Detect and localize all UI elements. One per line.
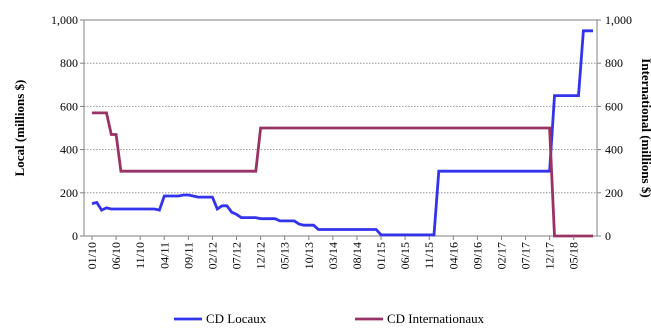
x-tick-label: 06/15: [398, 242, 412, 269]
x-tick-label: 02/17: [494, 242, 508, 269]
x-tick-label: 12/17: [543, 242, 557, 269]
x-tick-label: 04/11: [157, 242, 171, 269]
right-axis-title: International (millions $): [639, 58, 651, 197]
x-tick-label: 01/15: [374, 242, 388, 269]
y2-tick-label: 400: [605, 143, 623, 157]
series-line-cd-locaux: [91, 29, 593, 237]
x-tick-label: 06/10: [109, 242, 123, 269]
y-tick-label: 800: [60, 56, 78, 70]
y2-tick-label: 600: [605, 99, 623, 113]
y2-tick-label: 0: [605, 229, 611, 243]
y-tick-label: 400: [60, 143, 78, 157]
x-tick-label: 11/15: [422, 242, 436, 269]
x-tick-label: 05/13: [278, 242, 292, 269]
y-tick-label: 200: [60, 186, 78, 200]
right-axis-ticks: 0 200 400 600 800 1,000: [597, 13, 632, 243]
x-tick-label: 05/18: [567, 242, 581, 269]
y2-tick-label: 200: [605, 186, 623, 200]
y-tick-label: 1,000: [51, 13, 78, 27]
x-tick-label: 01/10: [85, 242, 99, 269]
series-lines: [91, 29, 593, 238]
x-tick-label: 02/12: [205, 242, 219, 269]
y-tick-label: 600: [60, 99, 78, 113]
x-tick-label: 12/12: [254, 242, 268, 269]
left-axis-ticks: 0 200 400 600 800 1,000: [51, 13, 84, 243]
x-tick-label: 03/14: [326, 242, 340, 269]
x-tick-label: 07/17: [519, 242, 533, 269]
x-tick-label: 07/12: [230, 242, 244, 269]
plot-area: [83, 19, 598, 237]
legend-label: CD Internationaux: [387, 311, 485, 326]
legend: CD Locaux CD Internationaux: [174, 311, 485, 326]
series-line-cd-internationaux: [92, 111, 593, 238]
x-tick-label: 08/14: [350, 242, 364, 269]
gridlines: [84, 19, 597, 194]
y2-tick-label: 1,000: [605, 13, 632, 27]
x-tick-label: 09/11: [181, 242, 195, 269]
x-tick-label: 09/16: [470, 242, 484, 269]
plot-frame: [83, 19, 598, 237]
x-tick-label: 10/13: [302, 242, 316, 269]
x-tick-label: 04/16: [446, 242, 460, 269]
legend-label: CD Locaux: [206, 311, 267, 326]
x-axis-ticks: 01/10 06/10 11/10 04/11 09/11 02/12 07/12 12/12…: [85, 236, 581, 269]
left-axis-title: Local (millions $): [12, 80, 27, 177]
y-tick-label: 0: [72, 229, 78, 243]
y2-tick-label: 800: [605, 56, 623, 70]
x-tick-label: 11/10: [133, 242, 147, 269]
